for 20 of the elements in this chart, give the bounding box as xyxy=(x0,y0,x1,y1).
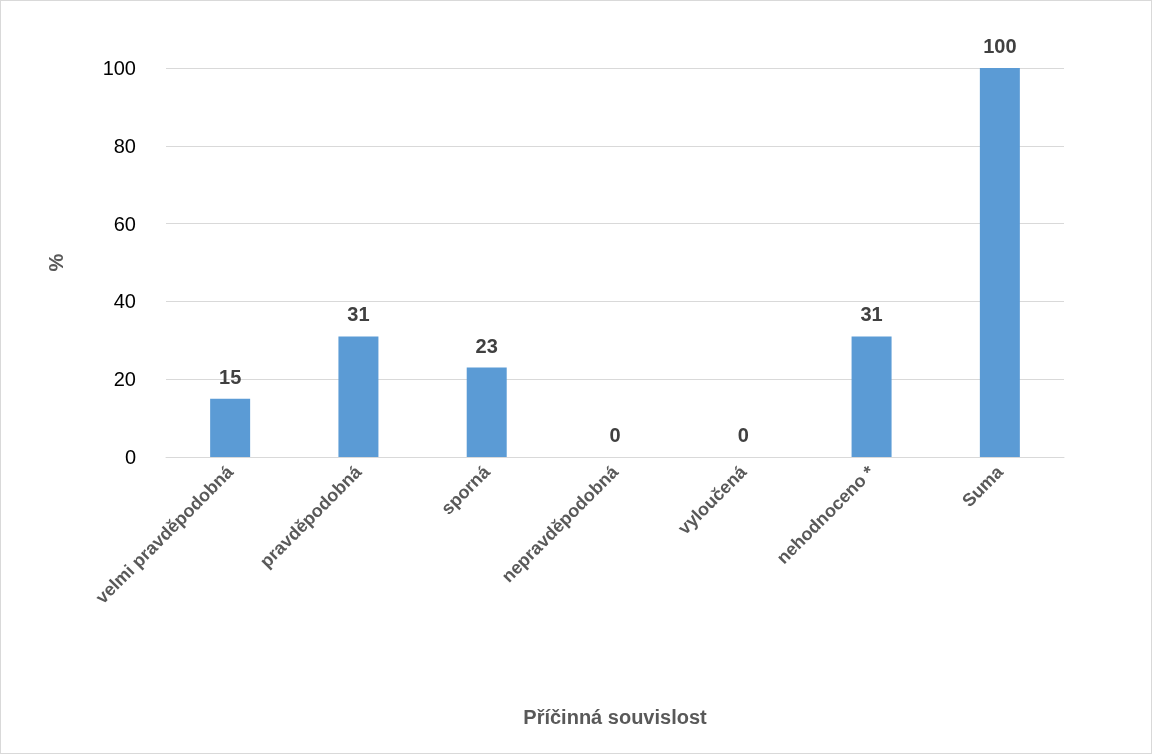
y-tick-label: 60 xyxy=(113,212,136,235)
data-label: 31 xyxy=(860,303,883,326)
bar xyxy=(338,336,379,457)
y-tick-label: 80 xyxy=(113,134,136,157)
bar xyxy=(210,398,251,457)
y-tick-label: 100 xyxy=(102,57,136,79)
bar xyxy=(979,68,1020,457)
data-label: 15 xyxy=(219,365,242,388)
y-axis-title: % xyxy=(45,253,67,272)
data-label: 31 xyxy=(347,303,370,326)
y-tick-label: 40 xyxy=(113,290,136,313)
x-axis-title: Příčinná souvislost xyxy=(523,706,708,728)
y-tick-label: 0 xyxy=(124,446,136,468)
y-tick-label: 20 xyxy=(113,368,136,391)
bar xyxy=(851,336,892,457)
data-label: 0 xyxy=(737,424,749,446)
bar xyxy=(466,367,507,457)
data-label: 0 xyxy=(609,424,621,446)
data-label: 100 xyxy=(983,35,1017,57)
data-label: 23 xyxy=(475,334,498,357)
